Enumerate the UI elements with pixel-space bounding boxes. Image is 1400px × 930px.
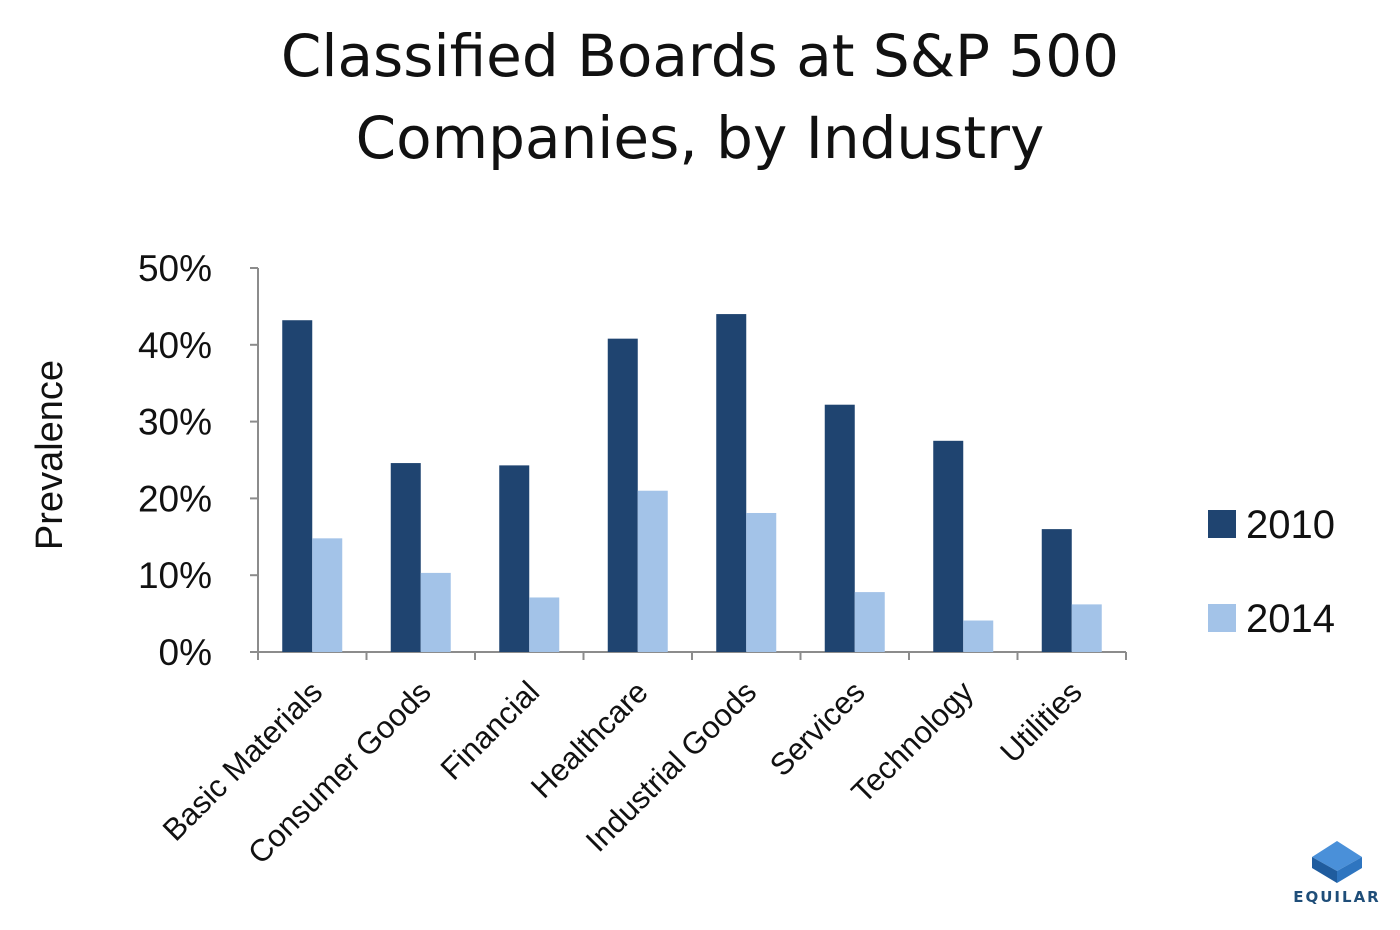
legend-label-2014: 2014 [1246,597,1335,641]
x-tick-label: Financial [434,674,546,786]
bar-2014 [1071,604,1102,652]
y-tick-label: 20% [138,478,212,519]
y-tick-label: 40% [138,325,212,366]
logo-diamond-left [1312,857,1337,883]
y-tick-label: 50% [138,248,212,289]
bar-2014 [420,572,451,652]
bar-2010 [390,463,421,652]
bar-2010 [282,320,313,652]
x-tick-label: Services [763,674,872,783]
y-tick-label: 30% [138,402,212,443]
y-tick-label: 0% [159,632,212,673]
bar-2010 [824,404,855,652]
y-axis-title: Prevalence [29,360,71,550]
bar-2010 [499,465,530,652]
chart-title-line-2: Companies, by Industry [356,104,1045,172]
legend-swatch-2014 [1208,604,1236,632]
logo-diamond-right [1337,857,1362,883]
y-tick-label: 10% [138,555,212,596]
bar-2014 [854,592,885,652]
chart-title-line-1: Classified Boards at S&P 500 [281,22,1119,90]
bar-2014 [746,512,777,652]
bar-2010 [933,440,964,652]
x-tick-label: Consumer Goods [241,674,438,871]
x-tick-label: Utilities [993,674,1088,769]
legend-swatch-2010 [1208,510,1236,538]
legend: 2010 2014 [1208,503,1335,641]
plot-area: 0%10%20%30%40%50%Basic MaterialsConsumer… [138,248,1127,871]
logo-diamond-top [1312,841,1362,871]
bar-2014 [963,620,994,652]
equilar-logo: EQUILAR [1293,841,1380,906]
bar-2014 [637,490,668,652]
bar-2010 [607,338,638,652]
bar-2014 [529,597,560,652]
bar-2014 [312,538,343,652]
legend-label-2010: 2010 [1246,503,1335,547]
bar-2010 [716,314,747,652]
logo-text: EQUILAR [1293,888,1380,906]
bar-2010 [1041,529,1072,652]
